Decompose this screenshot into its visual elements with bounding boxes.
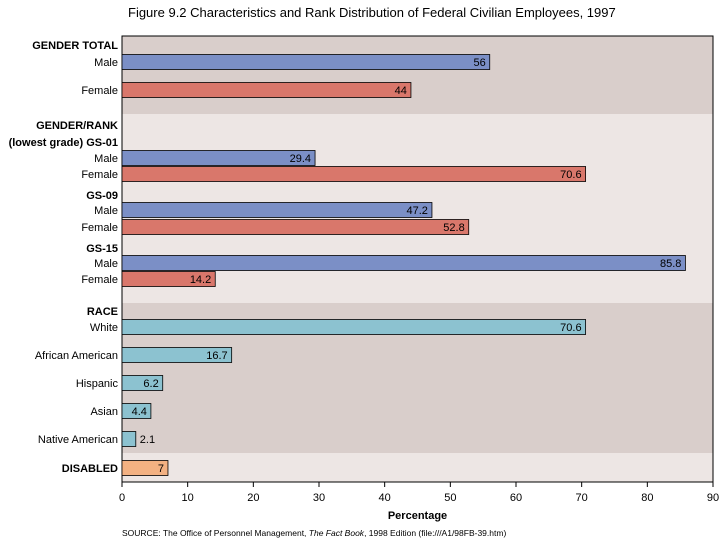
data-label-race-african-american: 16.7 (206, 350, 227, 362)
bar-gender-total-male (121, 54, 491, 70)
group-header-race: RACE (87, 306, 118, 318)
category-label-race-african-american: African American (35, 350, 118, 362)
x-tick-label-0: 0 (119, 492, 125, 504)
bar-gender-rank-male (121, 150, 316, 166)
source-prefix: SOURCE: The Office of Personnel Manageme… (122, 528, 309, 538)
data-label-gs-09-male: 47.2 (407, 205, 428, 217)
bar-gs-09-female (121, 219, 470, 235)
category-label-gs-15-male: Male (94, 258, 118, 270)
category-label-group-disabled: DISABLED (62, 463, 118, 475)
bar-gender-total-female (121, 82, 412, 98)
category-label-gender-total-male: Male (94, 57, 118, 69)
data-label-race-white: 70.6 (560, 322, 581, 334)
source-title: The Fact Book (308, 528, 365, 538)
data-label-gender-rank-female: 70.6 (560, 169, 581, 181)
category-label-gender-total-female: Female (81, 85, 118, 97)
x-tick-label-80: 80 (641, 492, 653, 504)
x-tick-label-30: 30 (313, 492, 325, 504)
group-header-gender-total: GENDER TOTAL (32, 40, 118, 52)
bar-race-asian (121, 403, 152, 419)
category-label-gs-09-female: Female (81, 222, 118, 234)
group-header-gs-09: GS-09 (86, 190, 118, 202)
bar-race-white (121, 319, 587, 335)
category-label-race-native-american: Native American (38, 434, 118, 446)
x-axis-label: Percentage (388, 510, 447, 522)
bar-gs-09-male (121, 202, 433, 218)
bar-gs-15-female (121, 271, 216, 287)
data-label-race-native-american: 2.1 (140, 434, 155, 446)
category-label-gs-15-female: Female (81, 274, 118, 286)
data-label-gender-total-male: 56 (473, 57, 485, 69)
source-note: SOURCE: The Office of Personnel Manageme… (122, 528, 506, 538)
category-label-race-asian: Asian (90, 406, 118, 418)
bar-race-african-american (121, 347, 233, 363)
x-tick-label-40: 40 (379, 492, 391, 504)
group-header-lowest-grade-gs-01: (lowest grade) GS-01 (9, 137, 118, 149)
category-label-gender-rank-female: Female (81, 169, 118, 181)
band-disabled (122, 453, 713, 482)
chart-title: Figure 9.2 Characteristics and Rank Dist… (128, 5, 616, 20)
data-label-gs-09-female: 52.8 (443, 222, 464, 234)
x-tick-label-70: 70 (576, 492, 588, 504)
x-tick-label-20: 20 (247, 492, 259, 504)
group-header-gender-rank: GENDER/RANK (36, 120, 118, 132)
source-suffix: , 1998 Edition (file:///A1/98FB-39.htm) (364, 528, 507, 538)
data-label-group-disabled: 7 (158, 463, 164, 475)
group-header-gs-15: GS-15 (86, 243, 118, 255)
bar-group-disabled (121, 460, 169, 476)
category-label-race-hispanic: Hispanic (76, 378, 119, 390)
bar-race-native-american (121, 431, 137, 447)
bar-race-hispanic (121, 375, 164, 391)
category-label-race-white: White (90, 322, 118, 334)
category-label-gs-09-male: Male (94, 205, 118, 217)
x-tick-label-90: 90 (707, 492, 719, 504)
category-label-gender-rank-male: Male (94, 153, 118, 165)
x-tick-label-50: 50 (444, 492, 456, 504)
bar-gender-rank-female (121, 166, 587, 182)
data-label-gs-15-female: 14.2 (190, 274, 211, 286)
data-label-gender-total-female: 44 (395, 85, 407, 97)
data-label-gender-rank-male: 29.4 (290, 153, 311, 165)
data-label-race-asian: 4.4 (132, 406, 147, 418)
band-gender-total (122, 36, 713, 114)
bar-gs-15-male (121, 255, 686, 271)
x-tick-label-60: 60 (510, 492, 522, 504)
data-label-gs-15-male: 85.8 (660, 258, 681, 270)
x-tick-label-10: 10 (182, 492, 194, 504)
data-label-race-hispanic: 6.2 (143, 378, 158, 390)
